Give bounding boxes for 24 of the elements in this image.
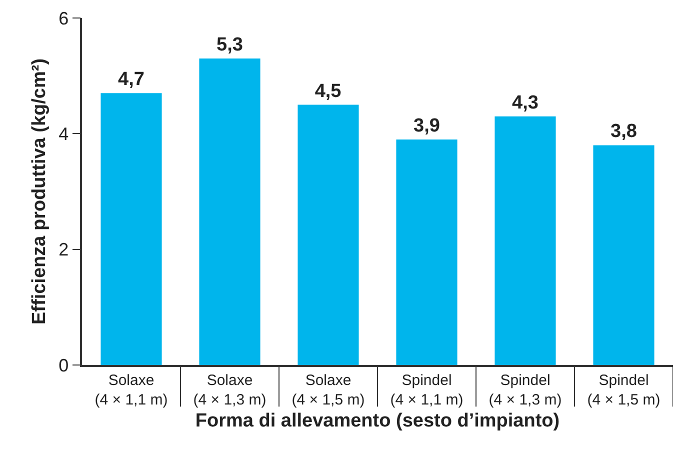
y-axis-title: Efficienza produttiva (kg/cm²) (28, 58, 50, 325)
bar (100, 93, 162, 365)
y-tick-label: 4 (58, 124, 69, 144)
x-axis-title: Forma di allevamento (sesto d’impianto) (195, 410, 560, 432)
x-tick-label: Solaxe (4 × 1,5 m) (292, 372, 365, 408)
x-tick-label: Solaxe (4 × 1,1 m) (94, 372, 168, 408)
y-tick-label: 2 (58, 240, 69, 260)
x-tick-label: Spindel (4 × 1,1 m) (390, 372, 464, 408)
bar (494, 116, 556, 365)
bar (396, 139, 458, 365)
data-label: 5,3 (216, 34, 243, 56)
x-tick-label: Solaxe (4 × 1,3 m) (193, 372, 266, 408)
data-label: 3,8 (610, 121, 637, 142)
data-label: 4,5 (314, 80, 342, 102)
y-tick-label: 0 (58, 355, 69, 376)
x-tick-label: Spindel (4 × 1,3 m) (488, 372, 562, 408)
y-tick-label: 6 (58, 8, 69, 28)
data-label: 4,3 (512, 92, 538, 114)
data-label: 4,7 (118, 69, 144, 90)
bar (593, 145, 654, 365)
bar (298, 104, 359, 365)
x-tick-label: Spindel (4 × 1,5 m) (587, 372, 660, 408)
bar (199, 58, 260, 365)
data-label: 3,9 (414, 115, 440, 136)
